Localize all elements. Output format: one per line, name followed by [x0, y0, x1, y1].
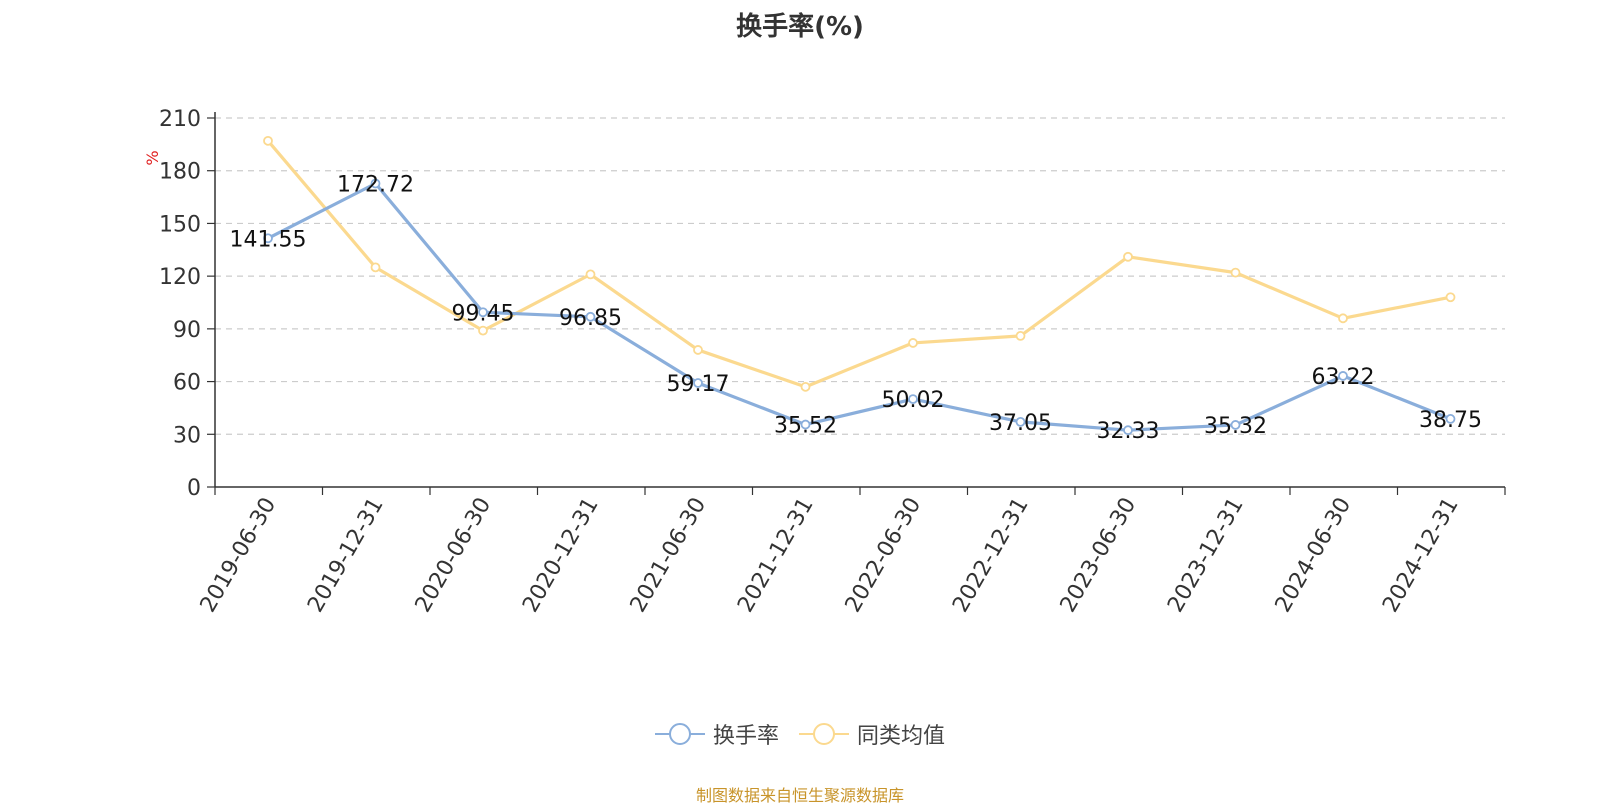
chart-title: 换手率(%)	[736, 12, 864, 42]
data-label: 32.33	[1097, 419, 1160, 444]
y-tick-label: 90	[173, 318, 201, 343]
data-point[interactable]	[693, 378, 703, 388]
data-point[interactable]	[1230, 267, 1241, 278]
data-label: 35.52	[774, 414, 837, 439]
data-point[interactable]	[1123, 425, 1133, 436]
data-point[interactable]	[800, 419, 811, 430]
data-labels: 141.55 172.72 99.45 96.85 59.17 35.52 50.02 37.…	[230, 173, 1482, 445]
data-point[interactable]	[585, 311, 596, 322]
y-tick-label: 150	[159, 212, 201, 237]
x-tick-label: 2019-06-30	[196, 494, 282, 617]
data-label: 141.55	[230, 227, 307, 252]
data-point[interactable]	[585, 269, 596, 280]
y-tick-label: 60	[173, 371, 201, 396]
series-lines	[263, 135, 1456, 436]
x-tick-label: 2019-12-31	[303, 494, 389, 617]
data-point[interactable]	[263, 233, 273, 244]
series-line-1	[266, 139, 1451, 389]
x-tick-label: 2022-06-30	[841, 494, 927, 617]
x-tick-label: 2023-12-31	[1163, 494, 1249, 617]
legend-line-circle-icon	[654, 723, 705, 745]
data-point[interactable]	[1338, 313, 1348, 324]
data-point[interactable]	[1123, 251, 1133, 262]
source-note: 制图数据来自恒生聚源数据库	[695, 786, 904, 805]
legend-label-turnover: 换手率	[712, 724, 779, 749]
data-label: 37.05	[989, 411, 1052, 436]
data-label: 38.75	[1419, 408, 1482, 433]
x-tick-label: 2021-06-30	[626, 494, 712, 617]
x-tick-label: 2022-12-31	[948, 494, 1034, 617]
data-label: 59.17	[667, 372, 730, 397]
x-tick-label: 2024-12-31	[1378, 494, 1464, 617]
x-tick-label: 2021-12-31	[733, 494, 819, 617]
y-tick-label: 0	[187, 476, 201, 501]
x-tick-label: 2023-06-30	[1056, 494, 1142, 617]
y-axis-label: %	[143, 150, 162, 165]
data-label: 63.22	[1312, 365, 1375, 390]
data-point[interactable]	[1015, 330, 1026, 341]
data-point[interactable]	[1338, 371, 1348, 381]
data-label: 50.02	[882, 388, 945, 413]
legend-label-peer-average: 同类均值	[857, 724, 946, 749]
legend-line-circle-icon	[799, 723, 849, 745]
y-tick-label: 180	[159, 160, 201, 185]
data-point[interactable]	[370, 178, 381, 189]
grid-lines	[215, 117, 1505, 435]
data-point[interactable]	[1445, 292, 1456, 303]
data-point[interactable]	[263, 135, 273, 146]
data-point[interactable]	[478, 325, 488, 336]
data-point[interactable]	[908, 338, 918, 348]
data-point[interactable]	[1230, 420, 1241, 430]
data-label: 172.72	[337, 173, 414, 198]
y-tick-label: 120	[159, 265, 201, 290]
data-point[interactable]	[1445, 414, 1456, 424]
data-label: 35.32	[1204, 414, 1267, 439]
data-point[interactable]	[370, 262, 381, 273]
legend-item-turnover[interactable]: 换手率	[654, 718, 779, 750]
data-point[interactable]	[908, 394, 918, 405]
x-tick-label: 2024-06-30	[1271, 494, 1357, 617]
legend: 换手率 同类均值	[0, 718, 1600, 750]
legend-item-peer-average[interactable]: 同类均值	[799, 718, 945, 750]
y-tick-label: 30	[173, 423, 201, 448]
y-tick-label: 210	[159, 107, 201, 132]
series-line-0	[267, 181, 1452, 432]
data-point[interactable]	[1015, 416, 1026, 427]
data-point[interactable]	[478, 307, 488, 318]
data-point[interactable]	[693, 345, 703, 355]
data-label: 99.45	[452, 301, 515, 326]
x-tick-label: 2020-06-30	[411, 494, 497, 617]
data-label: 96.85	[559, 306, 622, 331]
x-tick-label: 2020-12-31	[518, 494, 604, 617]
data-point[interactable]	[800, 381, 811, 392]
